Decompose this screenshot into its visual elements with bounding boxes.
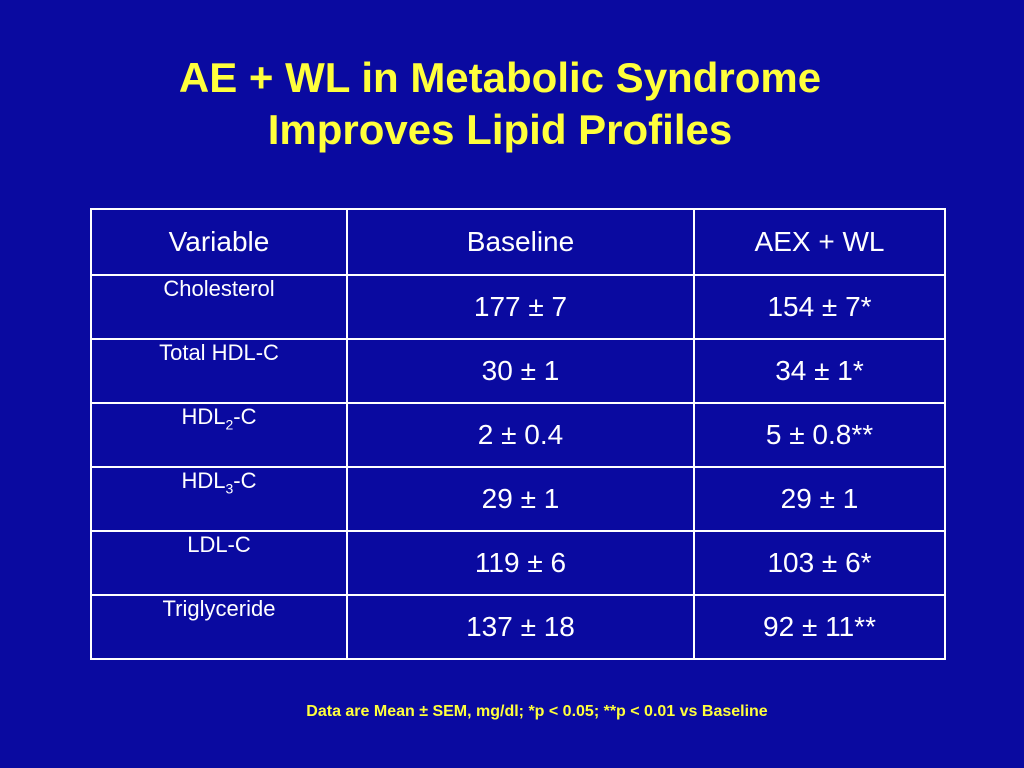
aex-wl-cell: 29 ± 1 <box>693 466 946 532</box>
aex-wl-cell: 103 ± 6* <box>693 530 946 596</box>
variable-cell: HDL2-C <box>90 402 348 468</box>
variable-cell: Triglyceride <box>90 594 348 660</box>
table-row: Triglyceride 137 ± 18 92 ± 11** <box>90 594 946 660</box>
variable-subscript: 3 <box>225 480 234 497</box>
variable-cell: HDL3-C <box>90 466 348 532</box>
header-aex-wl: AEX + WL <box>693 208 946 276</box>
variable-cell: LDL-C <box>90 530 348 596</box>
table-row: Total HDL-C 30 ± 1 34 ± 1* <box>90 338 946 404</box>
title-line-2: Improves Lipid Profiles <box>267 106 733 153</box>
table-row: Cholesterol 177 ± 7 154 ± 7* <box>90 274 946 340</box>
baseline-cell: 2 ± 0.4 <box>346 402 695 468</box>
variable-prefix: HDL <box>181 468 226 493</box>
variable-suffix: -C <box>233 404 257 429</box>
aex-wl-cell: 154 ± 7* <box>693 274 946 340</box>
aex-wl-cell: 92 ± 11** <box>693 594 946 660</box>
table-row: HDL2-C 2 ± 0.4 5 ± 0.8** <box>90 402 946 468</box>
variable-subscript: 2 <box>225 416 234 433</box>
table-header-row: Variable Baseline AEX + WL <box>90 208 946 276</box>
variable-cell: Cholesterol <box>90 274 348 340</box>
slide-title: AE + WL in Metabolic Syndrome Improves L… <box>0 52 1000 156</box>
title-line-1: AE + WL in Metabolic Syndrome <box>178 54 822 101</box>
lipid-profile-table: Variable Baseline AEX + WL Cholesterol 1… <box>90 208 946 660</box>
variable-suffix: -C <box>233 468 257 493</box>
footnote: Data are Mean ± SEM, mg/dl; *p < 0.05; *… <box>306 703 768 720</box>
variable-cell: Total HDL-C <box>90 338 348 404</box>
baseline-cell: 30 ± 1 <box>346 338 695 404</box>
variable-prefix: HDL <box>181 404 226 429</box>
baseline-cell: 137 ± 18 <box>346 594 695 660</box>
baseline-cell: 119 ± 6 <box>346 530 695 596</box>
table-row: HDL3-C 29 ± 1 29 ± 1 <box>90 466 946 532</box>
header-variable: Variable <box>90 208 348 276</box>
baseline-cell: 177 ± 7 <box>346 274 695 340</box>
table-row: LDL-C 119 ± 6 103 ± 6* <box>90 530 946 596</box>
baseline-cell: 29 ± 1 <box>346 466 695 532</box>
header-baseline: Baseline <box>346 208 695 276</box>
aex-wl-cell: 5 ± 0.8** <box>693 402 946 468</box>
aex-wl-cell: 34 ± 1* <box>693 338 946 404</box>
